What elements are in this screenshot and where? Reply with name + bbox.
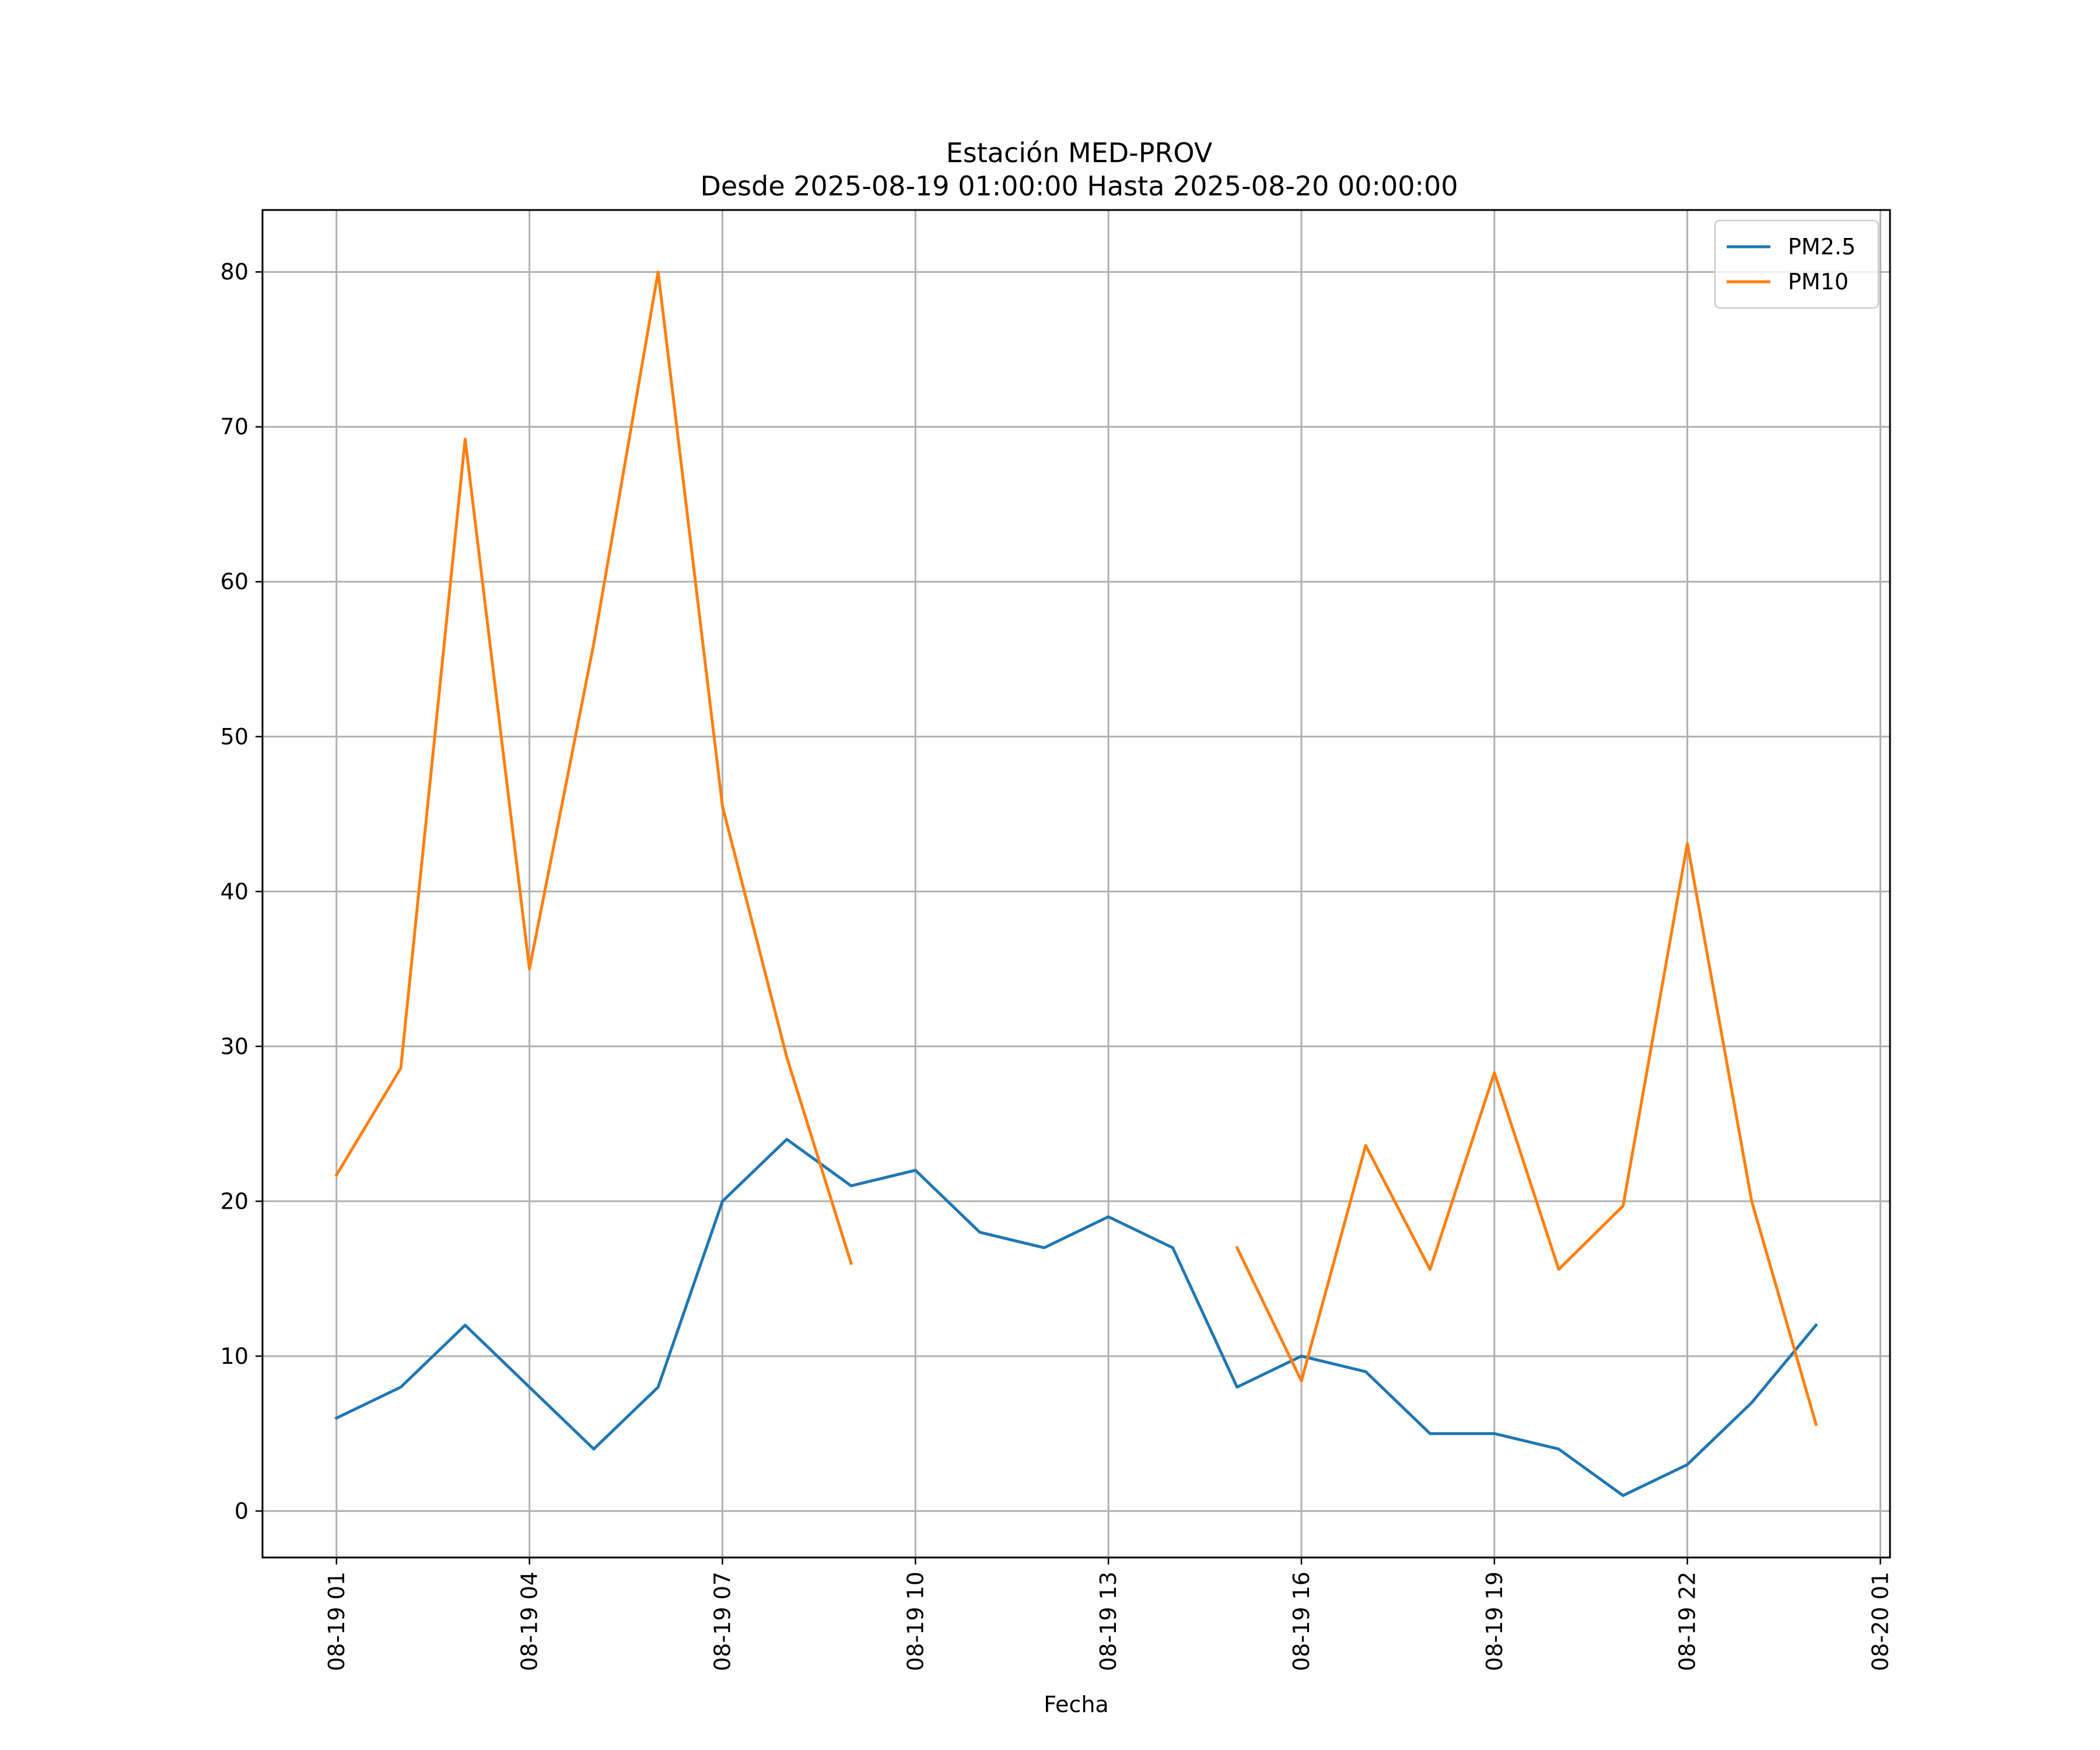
data-point: [1493, 1433, 1496, 1435]
x-tick-label: 08-19 13: [1096, 1572, 1121, 1671]
data-point: [1107, 1216, 1110, 1218]
x-tick-label: 08-19 04: [517, 1572, 542, 1671]
y-tick-label: 80: [220, 259, 249, 285]
data-point: [1751, 1200, 1753, 1202]
data-point: [1493, 1072, 1496, 1074]
data-point: [400, 1386, 402, 1388]
data-point: [721, 1200, 723, 1202]
data-point: [1815, 1324, 1817, 1326]
x-tick-label: 08-20 01: [1867, 1572, 1893, 1671]
data-point: [1622, 1494, 1624, 1497]
data-point: [464, 438, 466, 440]
data-point: [593, 1448, 595, 1450]
y-tick-label: 70: [220, 414, 249, 440]
data-point: [657, 1386, 659, 1388]
data-point: [464, 1324, 466, 1326]
data-point: [721, 805, 723, 807]
chart-title: Estación MED-PROV: [946, 137, 1213, 169]
y-tick-label: 10: [220, 1343, 249, 1369]
data-point: [1686, 842, 1689, 845]
y-tick-label: 40: [220, 878, 249, 904]
data-point: [786, 1056, 788, 1058]
data-point: [1236, 1386, 1238, 1388]
y-tick-label: 20: [220, 1188, 249, 1214]
data-point: [1300, 1355, 1303, 1357]
data-point: [914, 1169, 916, 1171]
y-tick-label: 60: [220, 569, 249, 594]
data-point: [528, 1386, 531, 1388]
data-point: [335, 1417, 338, 1419]
legend-label: PM2.5: [1788, 234, 1856, 260]
series-pm10: [334, 270, 1818, 1426]
x-tick-label: 08-19 16: [1289, 1572, 1314, 1671]
data-point: [1558, 1268, 1560, 1270]
data-point: [1429, 1433, 1432, 1435]
data-point: [528, 968, 531, 970]
data-point: [850, 1185, 852, 1187]
series-line: [334, 270, 1818, 1426]
data-point: [1686, 1464, 1689, 1466]
x-tick-label: 08-19 19: [1482, 1572, 1507, 1671]
data-point: [1815, 1423, 1817, 1426]
data-point: [1558, 1448, 1560, 1450]
series-pm2-5: [334, 1138, 1818, 1497]
legend: PM2.5 PM10: [1714, 219, 1880, 309]
series-layer: [334, 270, 1818, 1497]
axes: 0 10 20 30 40 50 60 70 80 08-19 01 08-19 04 08-19 0…: [220, 259, 1894, 1671]
grid: [262, 210, 1890, 1558]
series-line: [334, 1138, 1818, 1497]
data-point: [850, 1262, 852, 1265]
x-tick-label: 08-19 10: [902, 1572, 928, 1671]
x-tick-label: 08-19 07: [709, 1572, 735, 1671]
data-point: [1364, 1144, 1367, 1147]
data-point: [593, 642, 595, 645]
x-tick-label: 08-19 22: [1675, 1572, 1700, 1671]
x-axis-label: Fecha: [1044, 1692, 1108, 1717]
data-point: [657, 271, 659, 273]
y-tick-label: 0: [235, 1498, 249, 1524]
x-tick-label: 08-19 01: [324, 1572, 349, 1671]
legend-box: [1714, 219, 1880, 309]
data-point: [1364, 1370, 1367, 1373]
data-point: [1622, 1205, 1624, 1207]
data-point: [1751, 1401, 1753, 1404]
y-tick-label: 30: [220, 1034, 249, 1059]
chart-subtitle: Desde 2025-08-19 01:00:00 Hasta 2025-08-…: [700, 170, 1458, 202]
data-point: [1300, 1380, 1303, 1382]
data-point: [1043, 1247, 1045, 1249]
data-point: [1171, 1247, 1174, 1249]
data-point: [979, 1231, 981, 1233]
y-tick-label: 50: [220, 724, 249, 750]
data-point: [1429, 1268, 1432, 1270]
data-point: [786, 1138, 788, 1140]
legend-label: PM10: [1788, 269, 1849, 295]
data-point: [400, 1067, 402, 1069]
data-point: [335, 1174, 338, 1176]
plot-frame: [261, 209, 1891, 1559]
data-point: [1236, 1247, 1238, 1249]
